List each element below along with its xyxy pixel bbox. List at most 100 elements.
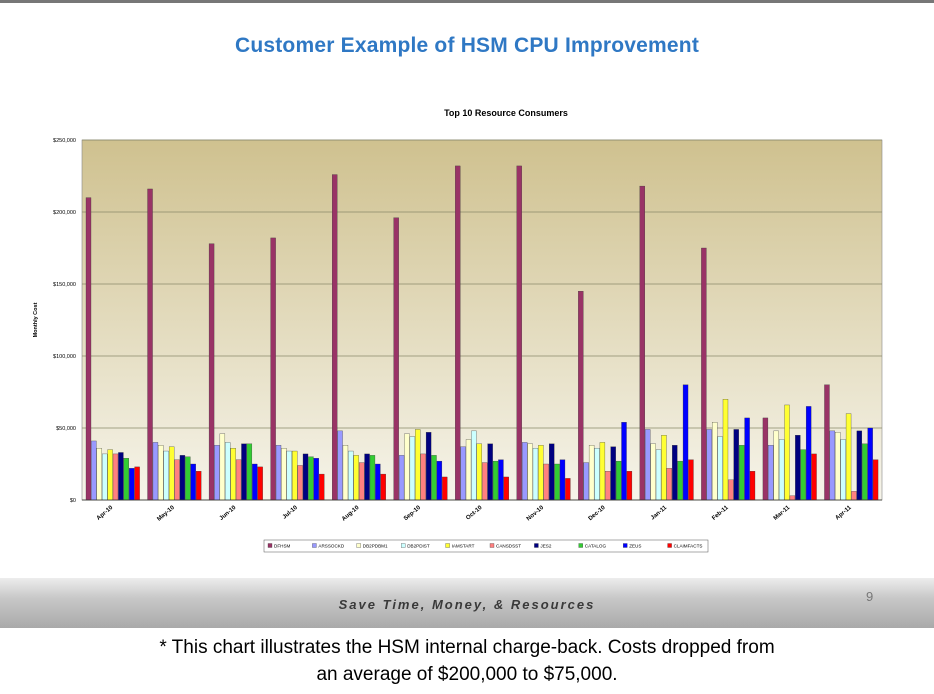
bar: [270, 237, 276, 501]
legend-label: JES2: [540, 544, 551, 549]
bar: [91, 440, 97, 501]
bar: [158, 445, 164, 501]
bar: [862, 443, 868, 501]
bar: [96, 448, 102, 501]
footer-band: [0, 578, 934, 628]
bar: [559, 459, 566, 501]
bar: [856, 430, 863, 501]
bar: [102, 453, 108, 501]
bar: [219, 433, 226, 501]
x-tick-label: Oct-10: [465, 505, 484, 522]
bar: [195, 471, 202, 501]
bar: [415, 429, 421, 501]
bar: [302, 453, 309, 501]
bar: [795, 435, 801, 501]
bar: [431, 455, 437, 501]
bar: [522, 442, 528, 501]
bar: [436, 460, 443, 501]
x-tick-label: Jan-11: [650, 505, 669, 522]
bar: [375, 463, 381, 501]
legend-label: DB2PDIST: [407, 544, 430, 549]
x-tick-label: Nov-10: [526, 505, 546, 523]
slide-title: Customer Example of HSM CPU Improvement: [234, 34, 700, 57]
bar: [235, 459, 242, 501]
bar: [762, 417, 769, 501]
bar: [107, 449, 113, 501]
caption-line-2: an average of $200,000 to $75,000.: [316, 664, 618, 685]
bar: [487, 443, 493, 501]
x-tick-label: May-10: [156, 505, 176, 523]
bar: [655, 449, 662, 501]
plot-background: [81, 139, 883, 501]
bar: [811, 453, 817, 501]
bar: [701, 247, 707, 501]
bar: [134, 466, 140, 501]
legend-box: [263, 539, 709, 553]
bar: [179, 455, 186, 501]
bar: [639, 185, 645, 501]
bar: [118, 452, 124, 501]
bar: [805, 406, 812, 501]
bar: [174, 459, 180, 501]
legend-swatch: [312, 543, 317, 548]
bar: [112, 453, 119, 501]
bar: [286, 450, 292, 501]
chart-title: Top 10 Resource Consumers: [444, 108, 568, 118]
legend-label: DFHSM: [274, 544, 291, 549]
bar: [706, 429, 712, 501]
legend-swatch: [578, 543, 583, 548]
bar: [398, 455, 405, 501]
bar: [498, 459, 504, 501]
bar: [778, 439, 785, 501]
bar: [578, 291, 584, 501]
bar: [364, 453, 370, 501]
bar: [359, 462, 365, 501]
bar: [342, 445, 349, 501]
bar: [610, 446, 616, 501]
bar: [554, 463, 560, 501]
bar: [688, 459, 694, 501]
bar: [168, 446, 175, 501]
legend-swatch: [401, 543, 406, 548]
top-rule: [0, 0, 934, 3]
bar: [650, 443, 656, 501]
y-tick-label: $250,000: [53, 138, 76, 144]
legend-label: CLAIMFACTS: [674, 544, 703, 549]
bar: [588, 445, 595, 501]
bar: [749, 471, 756, 501]
bar: [230, 448, 236, 501]
bar: [768, 445, 774, 501]
bar: [460, 446, 466, 501]
bar: [599, 442, 606, 501]
bar: [840, 439, 846, 501]
bar: [85, 197, 92, 501]
x-tick-label: Sep-10: [403, 505, 422, 523]
x-tick-label: Feb-11: [711, 505, 730, 522]
bar: [712, 422, 718, 501]
bar: [549, 443, 555, 501]
legend-swatch: [534, 543, 539, 548]
bar: [319, 473, 325, 501]
legend-label: DB2PDBM1: [363, 544, 388, 549]
caption-line-1: * This chart illustrates the HSM interna…: [159, 637, 775, 658]
bar: [332, 174, 338, 501]
legend-swatch: [489, 543, 495, 548]
bar: [208, 243, 215, 501]
chart: Top 10 Resource Consumers $0 $50,000 $100,…: [33, 108, 883, 553]
bar: [538, 445, 544, 501]
bar: [252, 463, 258, 501]
bar: [257, 466, 263, 501]
bar: [829, 430, 836, 501]
bar: [281, 448, 287, 501]
bar: [163, 450, 169, 501]
bar: [717, 436, 723, 501]
bar: [241, 443, 247, 501]
bar: [393, 217, 399, 501]
bar: [420, 453, 426, 501]
bar: [516, 165, 522, 501]
x-tick-label: Jul-10: [282, 505, 300, 521]
bar: [872, 459, 879, 501]
bar: [744, 417, 750, 501]
bar: [465, 439, 472, 501]
legend-swatch: [445, 543, 450, 548]
